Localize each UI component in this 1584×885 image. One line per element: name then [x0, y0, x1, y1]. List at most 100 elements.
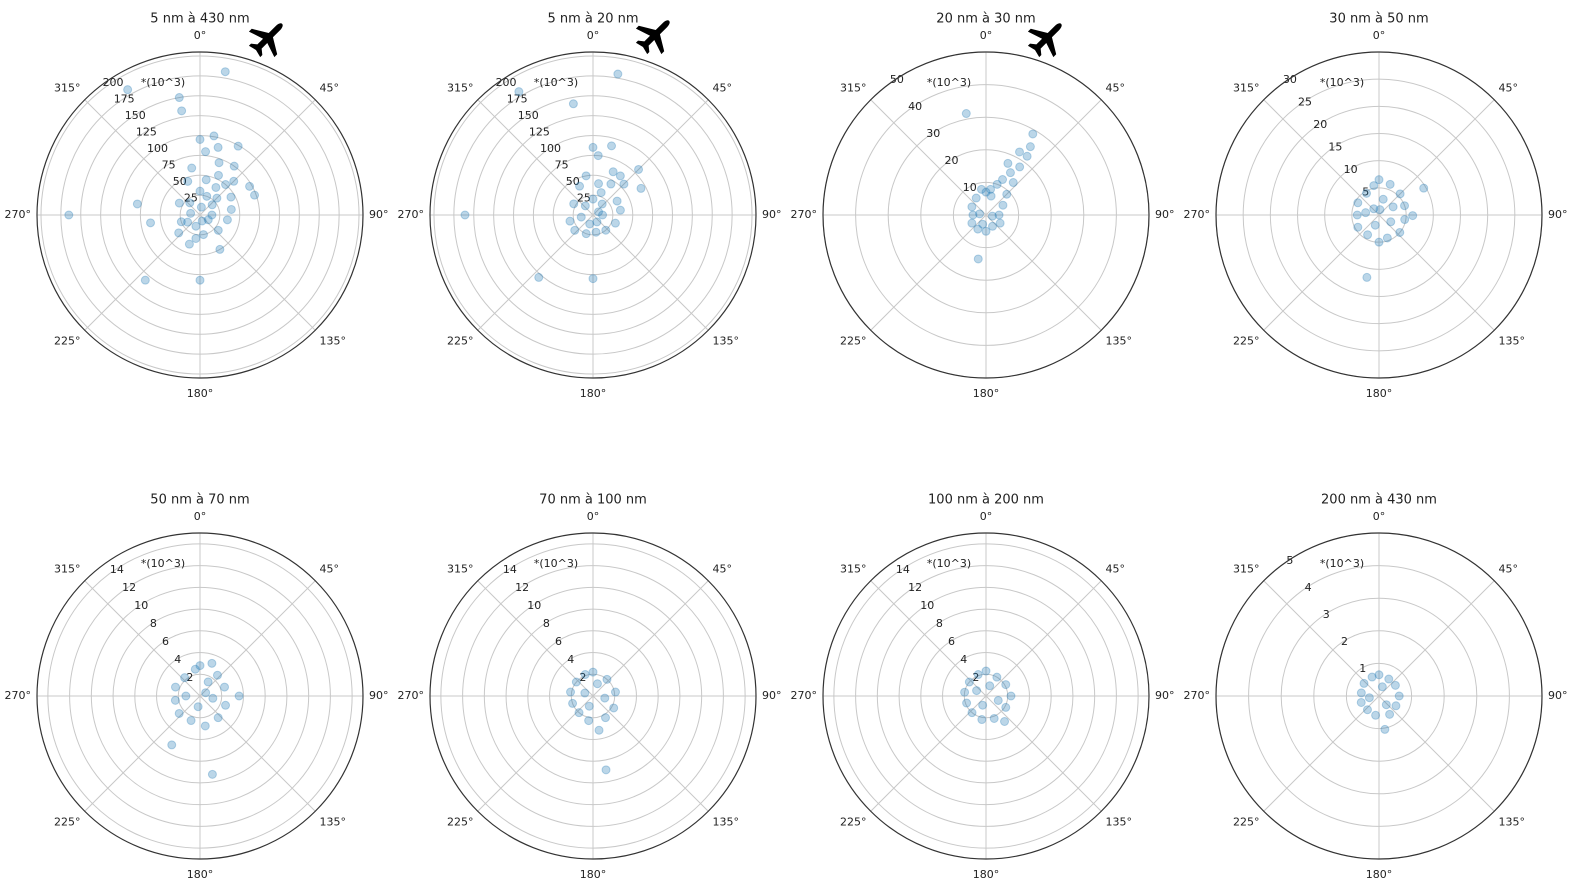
angular-tick-label: 225°: [447, 335, 474, 348]
angular-tick-label: 90°: [1548, 208, 1568, 221]
scatter-point: [1006, 691, 1016, 701]
scatter-point: [213, 713, 223, 723]
radial-tick-label: 150: [518, 109, 539, 122]
scatter-point: [1356, 697, 1366, 707]
radial-tick-label: 2: [1341, 635, 1348, 648]
scatter-point: [203, 677, 213, 687]
angular-tick-label: 315°: [54, 562, 81, 575]
angular-tick-label: 315°: [840, 562, 867, 575]
scatter-point: [1384, 674, 1394, 684]
unit-annotation: *(10^3): [141, 557, 185, 570]
radial-tick-label: 4: [960, 653, 967, 666]
polar-chart: 30 nm à 50 nm 0° 45° 90° 135° 180° 225° 270° 315…: [1184, 12, 1568, 401]
scatter-point: [176, 217, 186, 227]
scatter-point: [197, 216, 207, 226]
scatter-point: [998, 175, 1008, 185]
radial-grid-line: [1269, 105, 1489, 325]
radial-grid-line: [177, 673, 223, 719]
angular-tick-label: 270°: [5, 208, 32, 221]
angular-grid-line: [477, 99, 594, 216]
angular-tick-label: 90°: [369, 208, 389, 221]
scatter-point: [975, 209, 985, 219]
radial-grid-line: [1280, 597, 1478, 795]
chart-title: 50 nm à 70 nm: [150, 493, 249, 508]
radial-tick-label: 20: [1313, 118, 1327, 131]
scatter-point: [594, 207, 604, 217]
scatter-point: [593, 151, 603, 161]
radial-grid-line: [119, 134, 281, 296]
scatter-point: [207, 200, 217, 210]
radial-grid-line: [512, 134, 674, 296]
scatter-point: [1362, 188, 1372, 198]
radial-grid-line: [80, 95, 320, 335]
scatter-point: [203, 215, 213, 225]
angular-tick-label: 315°: [447, 562, 474, 575]
scatter-point: [608, 167, 618, 177]
scatter-point: [198, 230, 208, 240]
scatter-point: [1352, 210, 1362, 220]
radial-grid-line: [453, 75, 733, 355]
angular-tick-label: 135°: [1106, 816, 1133, 829]
radial-tick-label: 2: [972, 671, 979, 684]
scatter-point: [1385, 179, 1395, 189]
angular-tick-label: 315°: [1233, 81, 1260, 94]
scatter-point: [1359, 678, 1369, 688]
scatter-point: [1385, 709, 1395, 719]
radial-grid-line: [433, 55, 753, 375]
radial-tick-label: 12: [908, 581, 922, 594]
angular-tick-label: 180°: [187, 868, 214, 881]
angular-tick-label: 270°: [5, 689, 32, 702]
scatter-point: [195, 134, 205, 144]
angular-tick-label: 0°: [194, 29, 207, 42]
radial-tick-label: 10: [134, 599, 148, 612]
scatter-point: [1380, 724, 1390, 734]
angular-tick-label: 135°: [1499, 816, 1526, 829]
angular-grid-line: [84, 99, 201, 216]
angular-grid-line: [985, 99, 1102, 216]
scatter-point: [981, 666, 991, 676]
radial-tick-label: 12: [515, 581, 529, 594]
radial-tick-label: 100: [540, 142, 561, 155]
scatter-point: [211, 182, 221, 192]
scatter-point: [989, 713, 999, 723]
angular-tick-label: 45°: [320, 562, 340, 575]
angular-tick-label: 45°: [320, 81, 340, 94]
scatter-point: [588, 194, 598, 204]
radial-grid-line: [527, 630, 659, 762]
chart-title: 5 nm à 430 nm: [150, 12, 249, 27]
scatter-point: [174, 708, 184, 718]
angular-grid-line: [477, 695, 594, 812]
scatter-point: [1370, 220, 1380, 230]
polar-chart: 20 nm à 30 nm 0° 45° 90° 135° 180° 225° 270° 315…: [791, 12, 1175, 401]
scatter-point: [615, 171, 625, 181]
scatter-point: [132, 199, 142, 209]
scatter-point: [967, 708, 977, 718]
scatter-point: [1400, 201, 1410, 211]
scatter-point: [146, 218, 156, 228]
scatter-point: [207, 769, 217, 779]
angular-tick-label: 45°: [713, 562, 733, 575]
unit-annotation: *(10^3): [534, 76, 578, 89]
unit-annotation: *(10^3): [927, 76, 971, 89]
scatter-point: [613, 69, 623, 79]
angular-tick-label: 0°: [1373, 510, 1386, 523]
radial-grid-line: [952, 181, 1020, 249]
radial-tick-label: 175: [507, 93, 528, 106]
scatter-point: [1353, 198, 1363, 208]
scatter-point: [634, 164, 644, 174]
scatter-point: [184, 239, 194, 249]
unit-annotation: *(10^3): [534, 557, 578, 570]
radial-tick-label: 175: [114, 93, 135, 106]
scatter-point: [994, 210, 1004, 220]
scatter-point: [1356, 688, 1366, 698]
angular-tick-label: 225°: [54, 816, 81, 829]
radial-grid-line: [1313, 630, 1445, 762]
radial-grid-line: [1248, 565, 1510, 827]
angular-grid-line: [84, 580, 201, 697]
scatter-point: [1008, 178, 1018, 188]
scatter-point: [1005, 168, 1015, 178]
scatter-point: [993, 695, 1003, 705]
radial-grid-line: [833, 543, 1139, 849]
scatter-point: [998, 200, 1008, 210]
radial-grid-line: [855, 84, 1117, 346]
